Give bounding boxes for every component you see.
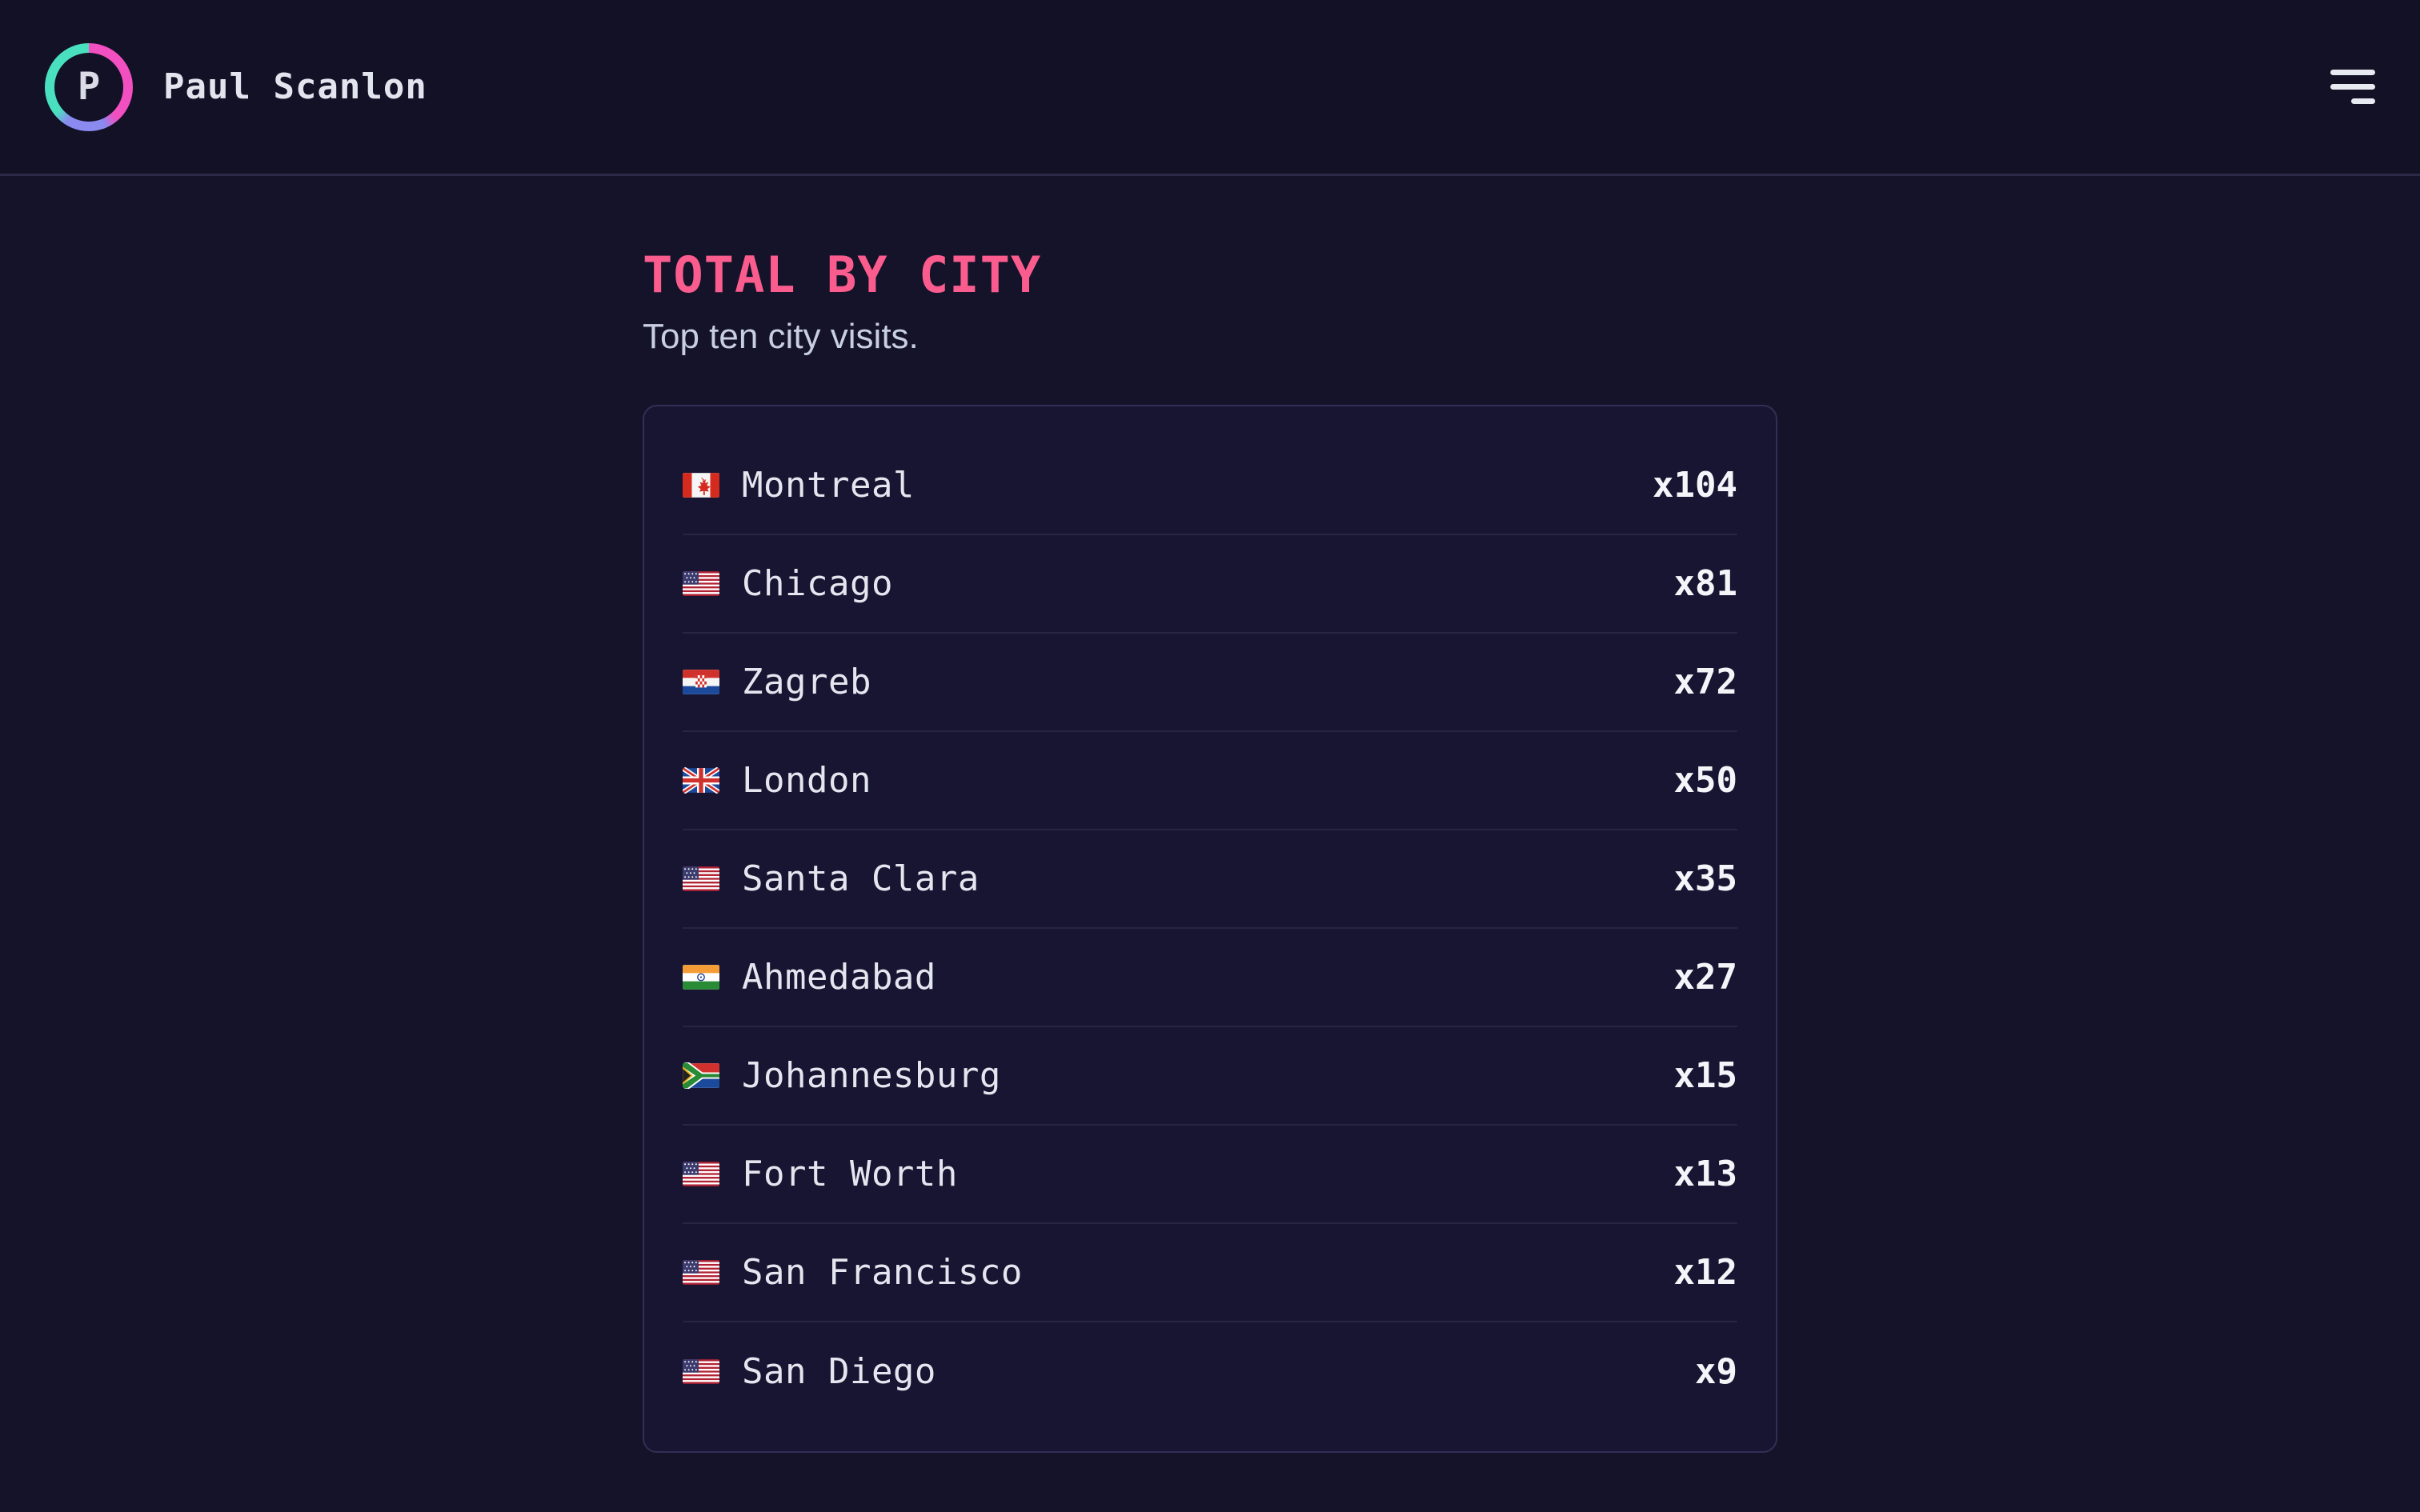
- visit-count: x50: [1673, 760, 1737, 801]
- visit-count: x13: [1673, 1154, 1737, 1194]
- page-title: TOTAL BY CITY: [643, 246, 1042, 304]
- visit-count: x15: [1673, 1055, 1737, 1096]
- visit-count: x35: [1673, 858, 1737, 899]
- site-header: P Paul Scanlon: [0, 0, 2420, 176]
- visit-count: x9: [1695, 1351, 1737, 1392]
- logo-letter: P: [54, 52, 123, 122]
- list-item: Chicago x81: [683, 535, 1737, 634]
- hamburger-icon: [2351, 98, 2375, 104]
- india-flag-icon: [683, 965, 719, 990]
- list-item: Santa Clara x35: [683, 830, 1737, 929]
- avatar-ring-logo: P: [45, 42, 133, 131]
- list-item: Zagreb x72: [683, 634, 1737, 732]
- south-africa-flag-icon: [683, 1062, 719, 1089]
- visit-count: x104: [1653, 465, 1737, 506]
- city-name: San Diego: [742, 1351, 936, 1392]
- page-subtitle: Top ten city visits.: [643, 317, 919, 356]
- city-name: London: [742, 760, 871, 801]
- city-list: Montreal x104: [683, 437, 1737, 1421]
- usa-flag-icon: [683, 1260, 719, 1285]
- list-item: London x50: [683, 732, 1737, 830]
- city-name: San Francisco: [742, 1252, 1023, 1293]
- city-name: Johannesburg: [742, 1055, 1001, 1096]
- visit-count: x72: [1673, 662, 1737, 702]
- city-name: Montreal: [742, 465, 915, 506]
- usa-flag-icon: [683, 571, 719, 596]
- visit-count: x81: [1673, 563, 1737, 604]
- list-item: Fort Worth x13: [683, 1126, 1737, 1224]
- list-item: San Diego x9: [683, 1322, 1737, 1421]
- brand-home-link[interactable]: P Paul Scanlon: [45, 42, 427, 131]
- uk-flag-icon: [683, 767, 719, 794]
- main-content: TOTAL BY CITY Top ten city visits. Montr…: [643, 176, 1777, 1453]
- hamburger-menu-button[interactable]: [2330, 70, 2375, 104]
- city-name: Ahmedabad: [742, 957, 936, 998]
- visit-count: x27: [1673, 957, 1737, 998]
- croatia-flag-icon: [683, 670, 719, 694]
- usa-flag-icon: [683, 866, 719, 891]
- hamburger-icon: [2330, 70, 2375, 75]
- usa-flag-icon: [683, 1359, 719, 1384]
- list-item: Johannesburg x15: [683, 1027, 1737, 1126]
- city-name: Santa Clara: [742, 858, 980, 899]
- list-item: Ahmedabad x27: [683, 929, 1737, 1027]
- city-name: Chicago: [742, 563, 893, 604]
- usa-flag-icon: [683, 1162, 719, 1186]
- canada-flag-icon: [683, 473, 719, 498]
- site-name: Paul Scanlon: [163, 66, 427, 107]
- city-name: Zagreb: [742, 662, 871, 702]
- city-name: Fort Worth: [742, 1154, 958, 1194]
- city-visits-card: Montreal x104: [643, 405, 1777, 1453]
- list-item: Montreal x104: [683, 437, 1737, 535]
- visit-count: x12: [1673, 1252, 1737, 1293]
- list-item: San Francisco x12: [683, 1224, 1737, 1322]
- hamburger-icon: [2330, 84, 2375, 90]
